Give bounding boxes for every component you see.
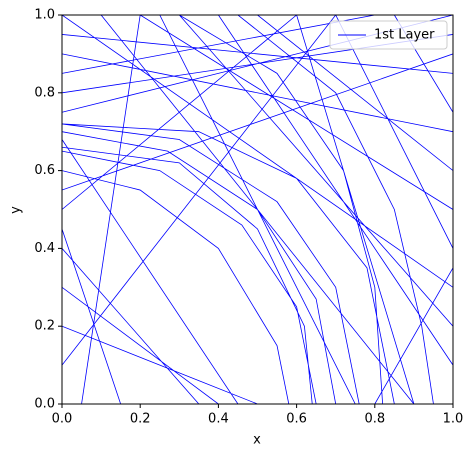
y-tick-label: 0.4 [34, 241, 55, 256]
plot-lines [62, 15, 453, 404]
y-tick-label: 1.0 [34, 8, 55, 23]
plot-frame [61, 14, 454, 405]
x-tick-label: 0.2 [130, 412, 151, 427]
y-tick-label: 0.6 [34, 163, 55, 178]
x-tick-label: 1.0 [443, 412, 464, 427]
y-tick-label: 0.8 [34, 85, 55, 100]
y-axis-label: y [9, 206, 24, 214]
x-tick-label: 0.4 [208, 412, 229, 427]
y-tick-label: 0.0 [34, 397, 55, 412]
legend-label: 1st Layer [374, 28, 435, 43]
x-tick-label: 0.8 [364, 412, 385, 427]
x-tick-label: 0.0 [52, 412, 73, 427]
x-axis-label: x [253, 433, 261, 448]
y-tick-label: 0.2 [34, 319, 55, 334]
legend-box [329, 20, 448, 50]
x-tick-label: 0.6 [286, 412, 307, 427]
series-line [62, 15, 453, 404]
